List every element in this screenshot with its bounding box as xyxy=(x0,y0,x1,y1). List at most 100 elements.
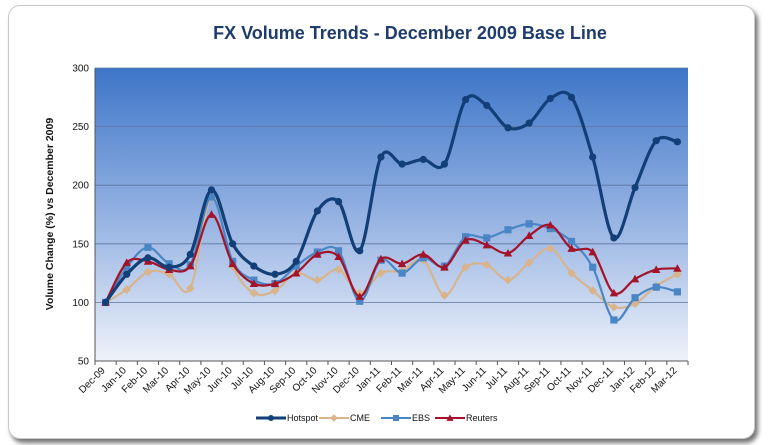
data-point-ebs xyxy=(398,269,406,277)
data-point-hotspot xyxy=(292,257,300,265)
legend-label-hotspot: Hotspot xyxy=(287,413,319,423)
data-point-reuters xyxy=(207,210,216,218)
data-point-hotspot xyxy=(631,183,639,192)
y-tick-label: 200 xyxy=(72,181,89,192)
data-point-reuters xyxy=(419,250,428,258)
data-point-hotspot xyxy=(652,137,660,145)
data-point-hotspot xyxy=(462,96,470,104)
data-point-hotspot xyxy=(229,240,237,248)
data-point-cme xyxy=(524,258,534,267)
y-tick-label: 100 xyxy=(72,298,89,309)
data-point-ebs xyxy=(144,243,152,251)
legend-item-ebs: EBS xyxy=(381,413,430,423)
data-point-reuters xyxy=(567,244,576,252)
data-point-cme xyxy=(334,265,343,274)
x-tick-label: Jun-11 xyxy=(460,365,489,394)
series-line-ebs xyxy=(104,195,679,322)
chart-title: FX Volume Trends - December 2009 Base Li… xyxy=(213,23,607,43)
data-point-cme xyxy=(440,290,449,300)
y-tick-label: 250 xyxy=(72,122,89,133)
data-point-reuters xyxy=(482,240,492,249)
data-point-ebs xyxy=(483,234,491,242)
plot-area xyxy=(95,68,688,361)
data-point-cme xyxy=(609,302,619,312)
data-point-reuters xyxy=(376,254,386,263)
data-point-hotspot xyxy=(398,160,406,168)
data-point-ebs xyxy=(207,193,216,201)
data-point-reuters xyxy=(588,247,597,256)
data-point-cme xyxy=(461,262,471,272)
data-point-ebs xyxy=(610,316,618,324)
data-point-hotspot xyxy=(377,153,385,161)
data-point-ebs xyxy=(567,237,576,246)
data-point-cme xyxy=(122,285,132,294)
data-point-hotspot xyxy=(546,94,554,103)
legend-marker-cme xyxy=(330,414,338,422)
data-point-hotspot xyxy=(567,93,576,101)
data-point-cme xyxy=(545,244,555,253)
legend-label-ebs: EBS xyxy=(412,413,430,423)
data-point-ebs xyxy=(589,263,597,271)
data-point-hotspot xyxy=(186,250,194,258)
data-point-reuters xyxy=(334,252,343,261)
data-point-hotspot xyxy=(250,262,258,270)
data-point-reuters xyxy=(673,264,682,272)
data-point-ebs xyxy=(673,288,682,296)
data-point-reuters xyxy=(291,268,301,277)
data-point-reuters xyxy=(270,279,280,288)
data-point-cme xyxy=(503,275,513,285)
data-point-reuters xyxy=(524,231,534,239)
legend-marker-ebs xyxy=(393,415,399,421)
data-point-ebs xyxy=(334,247,343,255)
data-point-reuters xyxy=(397,259,407,268)
data-point-hotspot xyxy=(101,298,110,306)
data-point-ebs xyxy=(652,283,660,291)
data-point-reuters xyxy=(546,220,555,229)
data-point-reuters xyxy=(461,236,470,244)
legend-item-cme: CME xyxy=(319,413,370,423)
data-point-ebs xyxy=(356,297,364,305)
data-point-reuters xyxy=(249,279,259,288)
data-point-cme xyxy=(376,268,386,278)
data-point-reuters xyxy=(228,259,237,268)
legend-label-reuters: Reuters xyxy=(466,413,498,423)
data-point-reuters xyxy=(503,248,513,257)
data-point-cme xyxy=(270,286,280,296)
legend-label-cme: CME xyxy=(350,413,370,423)
legend-item-hotspot: Hotspot xyxy=(256,413,319,423)
data-point-reuters xyxy=(440,263,449,271)
data-point-cme xyxy=(249,288,259,298)
legend-item-reuters: Reuters xyxy=(435,413,498,423)
data-point-hotspot xyxy=(504,124,512,132)
data-point-hotspot xyxy=(334,198,343,206)
data-point-cme xyxy=(143,267,153,277)
data-point-hotspot xyxy=(440,160,449,168)
series-line-cme xyxy=(104,195,679,310)
line-chart: FX Volume Trends - December 2009 Base Li… xyxy=(44,23,689,423)
legend-marker-hotspot xyxy=(268,415,274,421)
data-point-hotspot xyxy=(419,155,427,164)
data-point-reuters xyxy=(313,250,322,258)
data-point-hotspot xyxy=(525,119,533,127)
data-point-ebs xyxy=(292,262,300,270)
data-point-cme xyxy=(312,275,322,285)
data-point-cme xyxy=(588,286,598,296)
data-point-ebs xyxy=(631,294,639,302)
data-point-ebs xyxy=(504,226,512,234)
data-point-reuters xyxy=(652,265,661,273)
data-point-reuters xyxy=(355,292,364,300)
data-point-hotspot xyxy=(610,234,618,242)
data-point-ebs xyxy=(525,220,533,228)
data-point-hotspot xyxy=(123,270,131,278)
data-point-hotspot xyxy=(271,270,279,278)
data-point-hotspot xyxy=(673,138,682,146)
data-point-hotspot xyxy=(165,263,173,271)
data-point-cme xyxy=(482,260,492,270)
data-point-reuters xyxy=(122,258,131,266)
legend-marker-reuters xyxy=(446,414,454,421)
data-point-hotspot xyxy=(589,153,597,161)
data-point-ebs xyxy=(546,224,554,233)
data-point-reuters xyxy=(609,288,619,297)
data-point-cme xyxy=(567,268,576,278)
series-hotspot xyxy=(101,90,682,306)
